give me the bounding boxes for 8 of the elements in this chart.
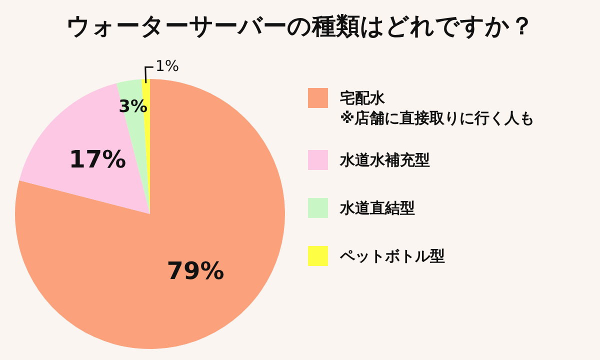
legend-label: 水道水補充型: [340, 150, 430, 170]
legend-label: 水道直結型: [340, 198, 415, 218]
legend-label: 宅配水 ※店舗に直接取りに行く人も: [340, 88, 535, 128]
data-label: 17%: [68, 146, 126, 174]
legend-label: ペットボトル型: [340, 246, 445, 266]
data-label: 1%: [155, 56, 180, 75]
data-label: 79%: [166, 256, 224, 285]
chart-title: ウォーターサーバーの種類はどれですか？: [65, 11, 535, 42]
